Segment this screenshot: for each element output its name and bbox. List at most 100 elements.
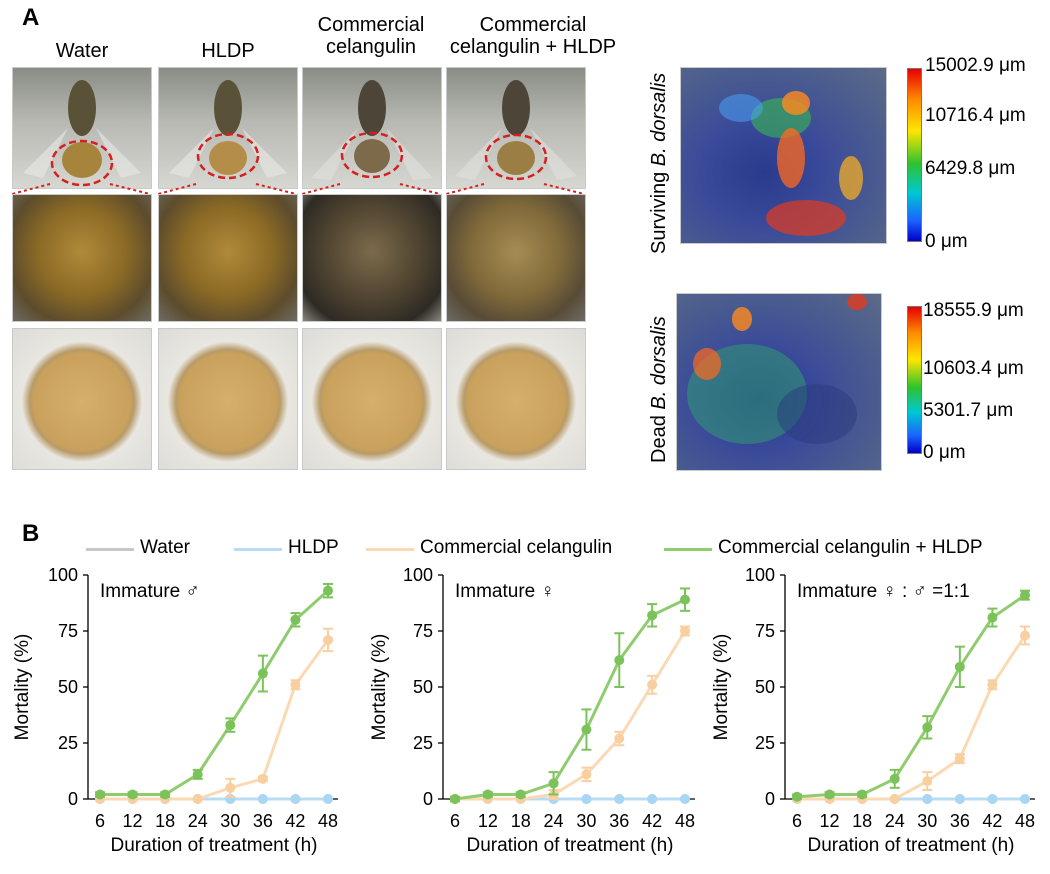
- fly-drawing: [169, 80, 287, 180]
- data-point: [954, 753, 965, 764]
- dish-photo-hldp: [158, 328, 298, 470]
- data-point: [824, 789, 835, 800]
- dish-photo-celangulin-hldp: [446, 328, 586, 470]
- y-tick-label: 25: [58, 733, 78, 753]
- data-point: [290, 794, 301, 804]
- legend-swatch-hldp: [234, 548, 282, 551]
- data-point: [323, 585, 333, 596]
- series-line: [100, 589, 329, 797]
- panel-b-letter: B: [22, 520, 40, 547]
- colorbar-tick: 15002.9 μm: [925, 55, 1026, 76]
- x-tick-label: 36: [950, 811, 970, 831]
- colorbar-tick: 6429.8 μm: [925, 158, 1016, 179]
- y-tick-label: 75: [58, 621, 78, 641]
- y-tick-label: 25: [413, 733, 433, 753]
- fly-photo-water: [12, 67, 152, 189]
- y-tick-label: 0: [423, 789, 433, 809]
- data-point: [323, 634, 333, 645]
- data-point: [922, 776, 933, 787]
- data-point: [95, 789, 105, 800]
- data-point: [987, 612, 998, 623]
- column-label-celangulin-hldp: Commercial celangulin + HLDP: [449, 14, 617, 58]
- data-point: [192, 794, 203, 804]
- data-point: [647, 794, 658, 804]
- data-point: [614, 794, 625, 804]
- y-tick-label: 0: [68, 789, 78, 809]
- data-point: [323, 794, 333, 804]
- data-point: [614, 655, 625, 666]
- data-point: [987, 794, 998, 804]
- x-tick-label: 12: [123, 811, 143, 831]
- data-point: [680, 626, 690, 636]
- y-tick-label: 75: [413, 621, 433, 641]
- chart-title: Immature ♀ : ♂ =1:1: [797, 581, 970, 602]
- zoom-connector-lines: [11, 183, 585, 195]
- x-tick-label: 48: [318, 811, 338, 831]
- fly-drawing: [455, 80, 577, 181]
- x-tick-label: 48: [1015, 811, 1035, 831]
- legend-label-water: Water: [140, 537, 190, 558]
- x-tick-label: 48: [675, 811, 695, 831]
- x-tick-label: 36: [609, 811, 629, 831]
- x-tick-label: 42: [982, 811, 1002, 831]
- y-tick-label: 50: [755, 677, 775, 697]
- colorbar-tick: 0 μm: [923, 442, 966, 463]
- panel-a-letter: A: [22, 4, 40, 31]
- heatmap-label-dead: Dead B. dorsalis: [648, 316, 670, 463]
- dish-photo-celangulin: [302, 328, 442, 470]
- data-point: [515, 789, 526, 800]
- legend-label-hldp: HLDP: [288, 537, 339, 558]
- data-point: [257, 668, 268, 679]
- data-point: [954, 661, 965, 672]
- legend-swatch-celangulin-hldp: [664, 548, 712, 551]
- data-point: [889, 794, 900, 804]
- y-tick-label: 100: [48, 565, 78, 585]
- x-axis-label: Duration of treatment (h): [467, 835, 674, 856]
- column-label-water: Water: [55, 40, 109, 62]
- fly-photo-celangulin: [302, 67, 442, 189]
- data-point: [192, 769, 203, 780]
- heatmap-label-surviving: Surviving B. dorsalis: [648, 72, 670, 254]
- data-point: [922, 722, 933, 733]
- data-point: [548, 778, 559, 789]
- x-tick-label: 12: [478, 811, 498, 831]
- y-tick-label: 50: [58, 677, 78, 697]
- x-tick-label: 36: [253, 811, 273, 831]
- data-point: [257, 794, 268, 804]
- data-point: [680, 794, 690, 804]
- heat-spots: [687, 294, 867, 444]
- data-point: [1020, 794, 1030, 804]
- data-point: [127, 789, 138, 800]
- fly-drawing: [23, 80, 141, 187]
- data-point: [581, 769, 592, 780]
- data-point: [257, 773, 268, 784]
- abdomen-photo-hldp: [158, 194, 298, 322]
- data-point: [680, 594, 690, 605]
- x-tick-label: 12: [820, 811, 840, 831]
- x-tick-label: 6: [450, 811, 460, 831]
- series-line: [796, 593, 1026, 799]
- colorbar-tick: 10716.4 μm: [925, 105, 1026, 126]
- x-tick-label: 42: [285, 811, 305, 831]
- column-label-hldp: HLDP: [201, 40, 255, 62]
- abdomen-photo-celangulin: [302, 194, 442, 322]
- colorbar-dead: [907, 306, 922, 454]
- x-tick-label: 30: [576, 811, 596, 831]
- data-point: [225, 782, 236, 793]
- legend-swatch-water: [86, 548, 134, 551]
- colorbar-tick: 5301.7 μm: [923, 400, 1014, 421]
- x-axis-label: Duration of treatment (h): [111, 835, 318, 856]
- chart-title: Immature ♂: [100, 581, 200, 602]
- data-point: [889, 773, 900, 784]
- y-tick-label: 75: [755, 621, 775, 641]
- data-point: [581, 794, 592, 804]
- legend-label-celangulin-hldp: Commercial celangulin + HLDP: [718, 537, 983, 558]
- data-point: [160, 789, 171, 800]
- colorbar-tick: 18555.9 μm: [923, 300, 1024, 321]
- data-point: [922, 794, 933, 804]
- colorbar-surviving: [907, 68, 922, 242]
- x-axis-label: Duration of treatment (h): [808, 835, 1015, 856]
- abdomen-photo-celangulin-hldp: [446, 194, 586, 322]
- y-tick-label: 100: [403, 565, 433, 585]
